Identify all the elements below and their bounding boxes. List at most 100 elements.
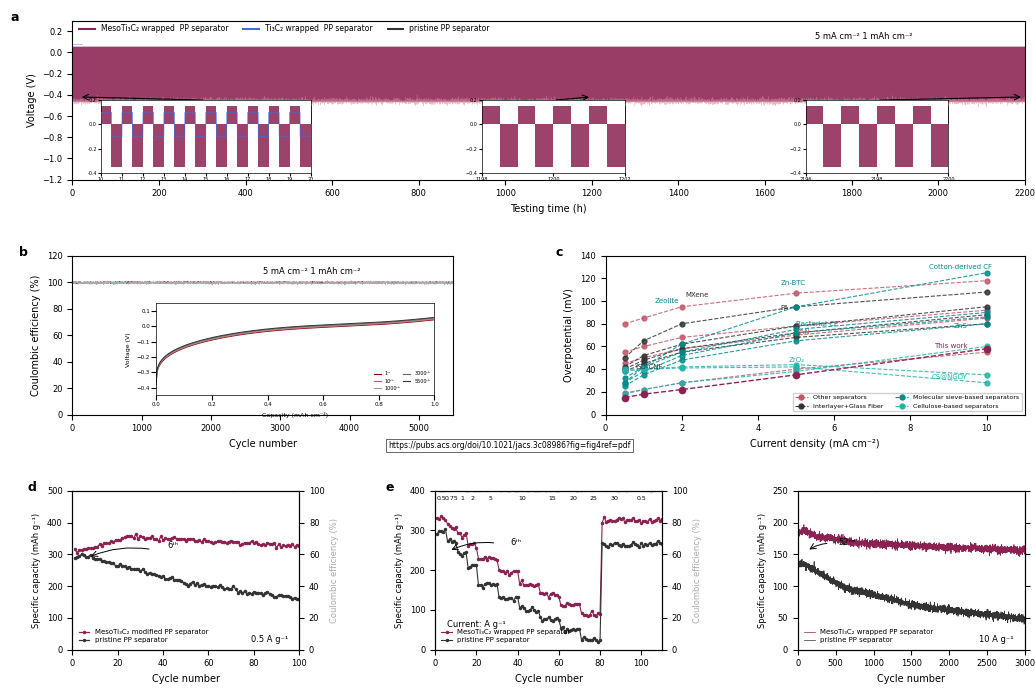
Text: 5: 5 (489, 495, 493, 500)
Y-axis label: Overpotential (mV): Overpotential (mV) (564, 288, 574, 382)
pristine PP separator (792, 554, 804, 562)
Text: ZrO₂: ZrO₂ (789, 357, 804, 363)
MesoTi₃C₂ wrapped PP separator (798, 520, 810, 529)
Legend: MesoTi₃C₂ wrapped  PP separator, Ti₃C₂ wrapped  PP separator, pristine PP separa: MesoTi₃C₂ wrapped PP separator, Ti₃C₂ wr… (77, 21, 493, 37)
pristine PP separator (431, 529, 443, 538)
Text: d: d (27, 481, 36, 494)
Line: MesoTi₃C₂ modified PP separator: MesoTi₃C₂ modified PP separator (73, 533, 300, 553)
MesoTi₃C₂ modified PP separator (207, 539, 219, 547)
Text: 25: 25 (590, 495, 598, 500)
MesoTi₃C₂ wrapped PP separator (656, 515, 669, 523)
Legend: MesoTi₃C₂ wrapped PP separator, pristine PP separator: MesoTi₃C₂ wrapped PP separator, pristine… (439, 627, 573, 646)
Line: pristine PP separator: pristine PP separator (73, 553, 300, 600)
Text: a: a (10, 11, 19, 24)
Text: b: b (19, 246, 28, 259)
MesoTi₃C₂ wrapped PP separator (879, 542, 891, 550)
MesoTi₃C₂ wrapped PP separator (818, 533, 830, 541)
Text: 2: 2 (470, 495, 474, 500)
pristine PP separator (76, 550, 88, 558)
Text: Current: A g⁻¹: Current: A g⁻¹ (446, 621, 505, 630)
Line: MesoTi₃C₂ wrapped PP separator: MesoTi₃C₂ wrapped PP separator (436, 515, 663, 617)
Line: pristine PP separator: pristine PP separator (798, 558, 1025, 624)
pristine PP separator (277, 592, 290, 600)
MesoTi₃C₂ wrapped PP separator (1018, 545, 1031, 553)
MesoTi₃C₂ wrapped PP separator (646, 518, 658, 527)
MesoTi₃C₂ wrapped PP separator (542, 594, 555, 602)
Text: Cotton-derived CF: Cotton-derived CF (929, 264, 993, 270)
X-axis label: Cycle number: Cycle number (514, 674, 583, 684)
pristine PP separator (123, 562, 136, 571)
MesoTi₃C₂ wrapped PP separator (431, 514, 443, 522)
Y-axis label: Specific capacity (mAh g⁻¹): Specific capacity (mAh g⁻¹) (32, 513, 41, 627)
Text: CS@NGDY: CS@NGDY (932, 374, 968, 380)
Line: MesoTi₃C₂ wrapped PP separator: MesoTi₃C₂ wrapped PP separator (798, 524, 1025, 556)
MesoTi₃C₂ modified PP separator (114, 536, 126, 545)
MesoTi₃C₂ wrapped PP separator (582, 612, 594, 621)
MesoTi₃C₂ wrapped PP separator (989, 545, 1002, 553)
Text: 6ᵗʰ: 6ᵗʰ (510, 538, 522, 547)
pristine PP separator (68, 553, 81, 562)
Legend: MesoTi₃C₂ modified PP separator, pristine PP separator: MesoTi₃C₂ modified PP separator, pristin… (76, 627, 211, 646)
pristine PP separator (646, 540, 658, 549)
MesoTi₃C₂ modified PP separator (70, 549, 83, 557)
Text: 5 mA cm⁻² 1 mAh cm⁻²: 5 mA cm⁻² 1 mAh cm⁻² (816, 32, 913, 41)
MesoTi₃C₂ modified PP separator (123, 531, 136, 540)
X-axis label: Cycle number: Cycle number (229, 439, 297, 449)
MesoTi₃C₂ wrapped PP separator (831, 535, 844, 543)
Text: https://pubs.acs.org/doi/10.1021/jacs.3c08986?fig=fig4ref=pdf: https://pubs.acs.org/doi/10.1021/jacs.3c… (388, 441, 630, 451)
Text: 1: 1 (460, 495, 464, 500)
pristine PP separator (205, 583, 217, 591)
MesoTi₃C₂ wrapped PP separator (792, 526, 804, 534)
MesoTi₃C₂ modified PP separator (68, 545, 81, 553)
pristine PP separator (439, 525, 451, 533)
Y-axis label: Specific capacity (mAh g⁻¹): Specific capacity (mAh g⁻¹) (758, 513, 767, 627)
Text: MXene: MXene (685, 292, 709, 299)
pristine PP separator (654, 539, 667, 547)
Text: Zn-BTC: Zn-BTC (780, 280, 806, 286)
Text: 0.75: 0.75 (445, 495, 459, 500)
Text: 0.5: 0.5 (637, 495, 646, 500)
X-axis label: Testing time (h): Testing time (h) (510, 204, 587, 214)
MesoTi₃C₂ wrapped PP separator (1014, 545, 1027, 553)
pristine PP separator (499, 596, 511, 604)
MesoTi₃C₂ wrapped PP separator (536, 589, 549, 597)
Text: PA: PA (780, 305, 789, 311)
pristine PP separator (114, 560, 126, 568)
MesoTi₃C₂ wrapped PP separator (435, 512, 447, 520)
Text: 30: 30 (611, 495, 619, 500)
pristine PP separator (656, 540, 669, 549)
Legend: MesoTi₃C₂ wrapped PP separator, pristine PP separator: MesoTi₃C₂ wrapped PP separator, pristine… (801, 627, 937, 646)
pristine PP separator (291, 596, 303, 604)
Text: ZnS: ZnS (953, 323, 968, 329)
MesoTi₃C₂ wrapped PP separator (654, 516, 667, 524)
pristine PP separator (792, 556, 804, 564)
MesoTi₃C₂ modified PP separator (129, 530, 142, 538)
Text: 10 A g⁻¹: 10 A g⁻¹ (979, 634, 1013, 643)
pristine PP separator (186, 578, 199, 586)
Text: e: e (385, 481, 393, 494)
pristine PP separator (592, 638, 604, 647)
Text: This work: This work (934, 343, 968, 350)
X-axis label: Current density (mA cm⁻²): Current density (mA cm⁻²) (750, 439, 880, 449)
pristine PP separator (284, 593, 296, 601)
X-axis label: Cycle number: Cycle number (152, 674, 219, 684)
MesoTi₃C₂ wrapped PP separator (594, 610, 607, 618)
Y-axis label: Coulombic efficiency (%): Coulombic efficiency (%) (330, 518, 339, 623)
Y-axis label: Coulombic efficiency (%): Coulombic efficiency (%) (693, 518, 702, 623)
pristine PP separator (293, 594, 305, 603)
Y-axis label: Voltage (V): Voltage (V) (27, 73, 37, 127)
MesoTi₃C₂ modified PP separator (188, 537, 201, 545)
Line: pristine PP separator: pristine PP separator (436, 529, 663, 643)
Text: 0.5: 0.5 (437, 495, 446, 500)
Text: 6ᵗʰ: 6ᵗʰ (168, 541, 179, 550)
pristine PP separator (1017, 620, 1030, 628)
pristine PP separator (831, 578, 844, 586)
X-axis label: Cycle number: Cycle number (878, 674, 945, 684)
pristine PP separator (542, 613, 555, 621)
MesoTi₃C₂ wrapped PP separator (499, 569, 511, 577)
pristine PP separator (879, 594, 891, 602)
Text: 15: 15 (549, 495, 557, 500)
MesoTi₃C₂ wrapped PP separator (889, 538, 901, 547)
pristine PP separator (818, 567, 830, 575)
Y-axis label: Specific capacity (mAh g⁻¹): Specific capacity (mAh g⁻¹) (395, 513, 404, 627)
